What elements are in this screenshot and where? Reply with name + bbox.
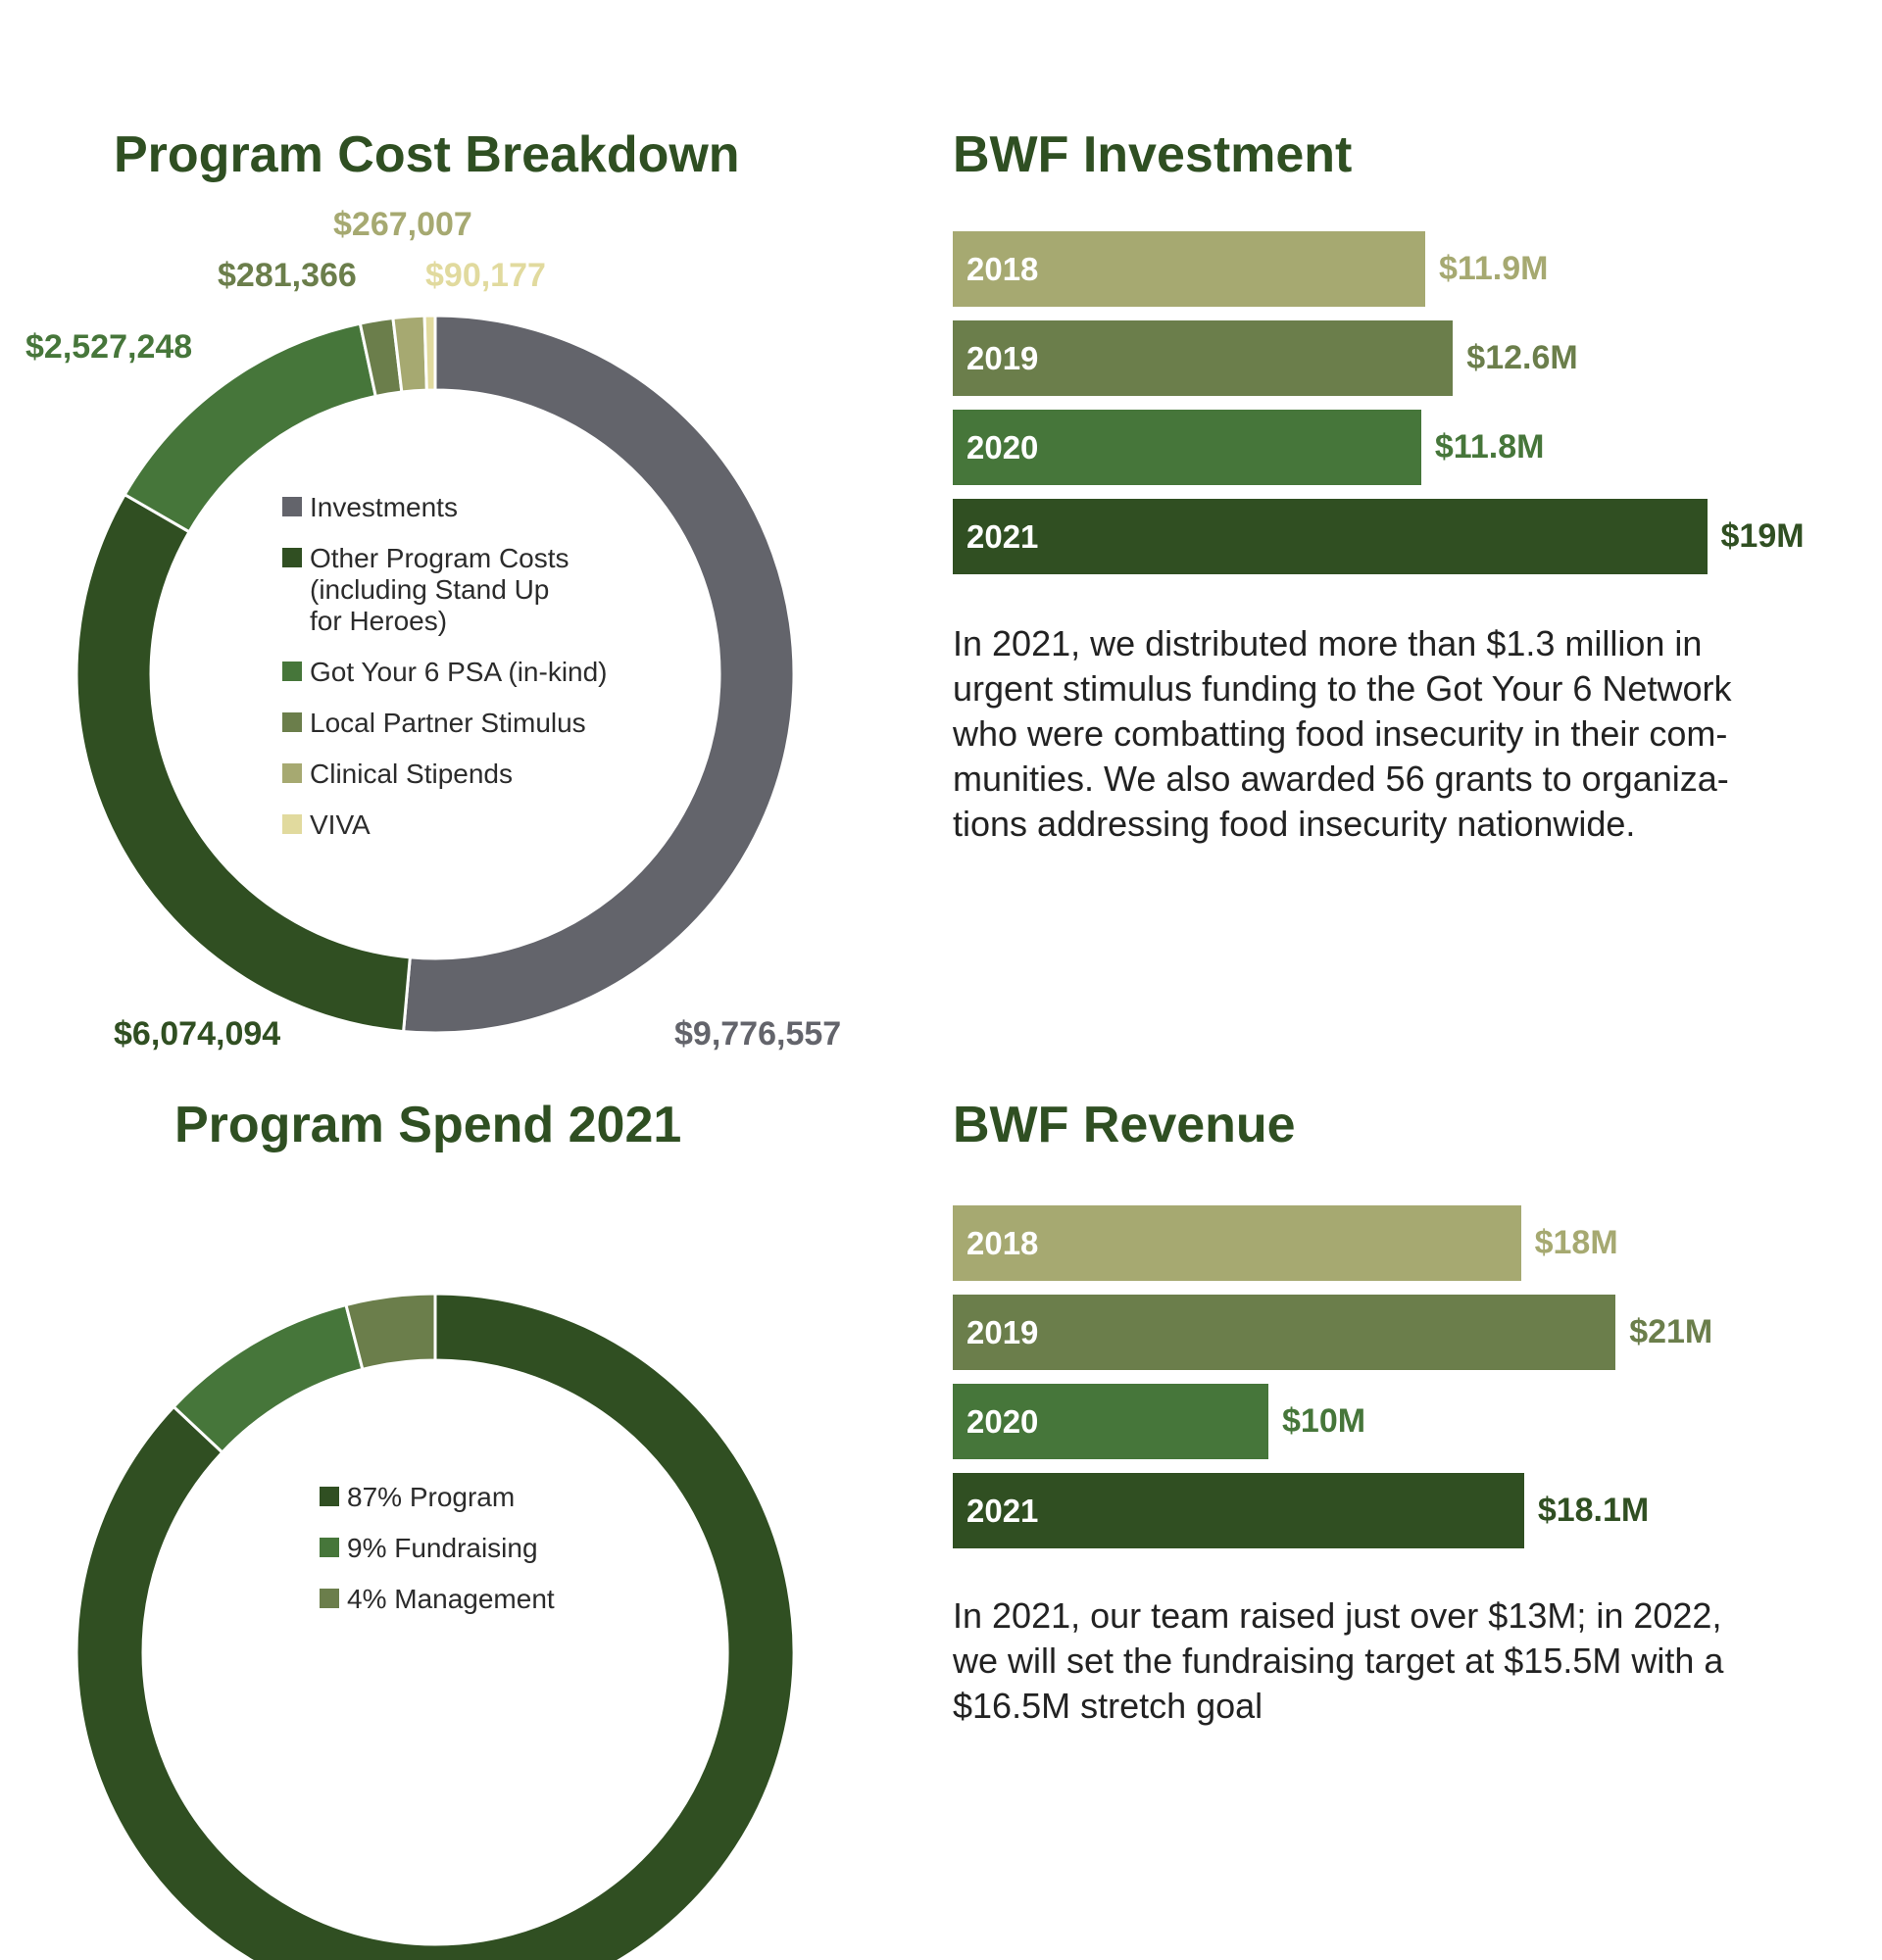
- label-investments: $9,776,557: [674, 1015, 841, 1053]
- donut-charts: $9,776,557 $6,074,094 $2,527,248 $281,366 $2…: [25, 206, 841, 1960]
- program-spend-donut: 87% 9% 4%: [74, 1215, 796, 1960]
- label-local-partner-stimulus: $281,366: [218, 257, 357, 294]
- legend-swatch: [320, 1589, 339, 1608]
- legend-item: Investments: [282, 492, 608, 523]
- program-cost-donut: $9,776,557 $6,074,094 $2,527,248 $281,366 $2…: [25, 206, 841, 1053]
- legend-swatch: [320, 1538, 339, 1557]
- bar-value-label: $19M: [1720, 517, 1805, 555]
- legend-swatch: [282, 662, 302, 681]
- bar-value-label: $10M: [1282, 1402, 1366, 1440]
- label-program-87: 87%: [516, 1840, 582, 1878]
- program-cost-title: Program Cost Breakdown: [114, 126, 740, 183]
- revenue-paragraph: In 2021, our team raised just over $13M;…: [953, 1595, 1724, 1726]
- legend-swatch: [320, 1487, 339, 1506]
- bar-year-label: 2018: [966, 250, 1039, 287]
- bar-value-label: $12.6M: [1466, 339, 1578, 376]
- label-got-your-6-psa: $2,527,248: [25, 328, 192, 366]
- legend-swatch: [282, 497, 302, 516]
- legend-swatch: [282, 548, 302, 567]
- legend-item: 4% Management: [320, 1584, 555, 1615]
- bar-year-label: 2018: [966, 1224, 1039, 1261]
- legend-label: Local Partner Stimulus: [310, 708, 586, 738]
- legend-label: VIVA: [310, 809, 371, 840]
- bar-2019: 2019: [953, 1295, 1616, 1370]
- legend-item: 87% Program: [320, 1482, 555, 1513]
- revenue-title: BWF Revenue: [953, 1097, 1296, 1153]
- bar-2018: 2018: [953, 1205, 1521, 1281]
- legend-label: 4% Management: [347, 1584, 555, 1614]
- slice-other-program-costs: [74, 492, 412, 1034]
- bar-2021: 2021: [953, 1473, 1524, 1548]
- bar-year-label: 2021: [966, 517, 1039, 555]
- slice-investments: [401, 314, 796, 1035]
- legend-item: VIVA: [282, 809, 608, 841]
- legend-swatch: [282, 814, 302, 834]
- slice-program: [74, 1292, 796, 1960]
- legend-swatch: [282, 763, 302, 783]
- program-cost-legend: Investments Other Program Costs (includin…: [282, 492, 608, 860]
- bar-year-label: 2021: [966, 1492, 1039, 1529]
- legend-item: 9% Fundraising: [320, 1533, 555, 1564]
- bar-2019: 2019: [953, 320, 1454, 396]
- bar-value-label: $11.9M: [1438, 250, 1549, 287]
- bar-year-label: 2020: [966, 428, 1039, 466]
- program-spend-legend: 87% Program 9% Fundraising 4% Management: [320, 1482, 555, 1635]
- label-viva: $90,177: [425, 257, 546, 294]
- legend-item: Local Partner Stimulus: [282, 708, 608, 739]
- label-other-program-costs: $6,074,094: [114, 1015, 280, 1053]
- label-management-4: 4%: [371, 1215, 420, 1252]
- slice-management: [344, 1292, 437, 1372]
- legend-item: Got Your 6 PSA (in-kind): [282, 657, 608, 688]
- bar-2018: 2018: [953, 231, 1425, 307]
- legend-label: 87% Program: [347, 1482, 516, 1512]
- bar-2020: 2020: [953, 410, 1421, 485]
- legend-label: Other Program Costs (including Stand Up …: [310, 543, 570, 636]
- bar-2020: 2020: [953, 1384, 1268, 1459]
- bar-year-label: 2020: [966, 1402, 1039, 1440]
- legend-label: Got Your 6 PSA (in-kind): [310, 657, 608, 687]
- investment-title: BWF Investment: [953, 126, 1353, 183]
- legend-label: Investments: [310, 492, 458, 522]
- label-clinical-stipends: $267,007: [333, 206, 472, 243]
- bar-value-label: $11.8M: [1434, 428, 1545, 466]
- legend-swatch: [282, 712, 302, 732]
- bar-value-label: $18.1M: [1537, 1492, 1650, 1529]
- slice-fundraising: [172, 1302, 365, 1455]
- legend-item: Other Program Costs (including Stand Up …: [282, 543, 608, 637]
- legend-item: Clinical Stipends: [282, 759, 608, 790]
- bar-2021: 2021: [953, 499, 1708, 574]
- program-spend-title: Program Spend 2021: [174, 1097, 682, 1153]
- slice-viva: [422, 314, 437, 392]
- bar-year-label: 2019: [966, 1313, 1039, 1350]
- investment-paragraph: In 2021, we distributed more than $1.3 m…: [953, 623, 1732, 844]
- bar-value-label: $18M: [1534, 1224, 1618, 1261]
- legend-label: Clinical Stipends: [310, 759, 513, 789]
- bar-year-label: 2019: [966, 339, 1039, 376]
- label-fundraising-9: 9%: [244, 1262, 292, 1299]
- legend-label: 9% Fundraising: [347, 1533, 538, 1563]
- bar-value-label: $21M: [1629, 1313, 1713, 1350]
